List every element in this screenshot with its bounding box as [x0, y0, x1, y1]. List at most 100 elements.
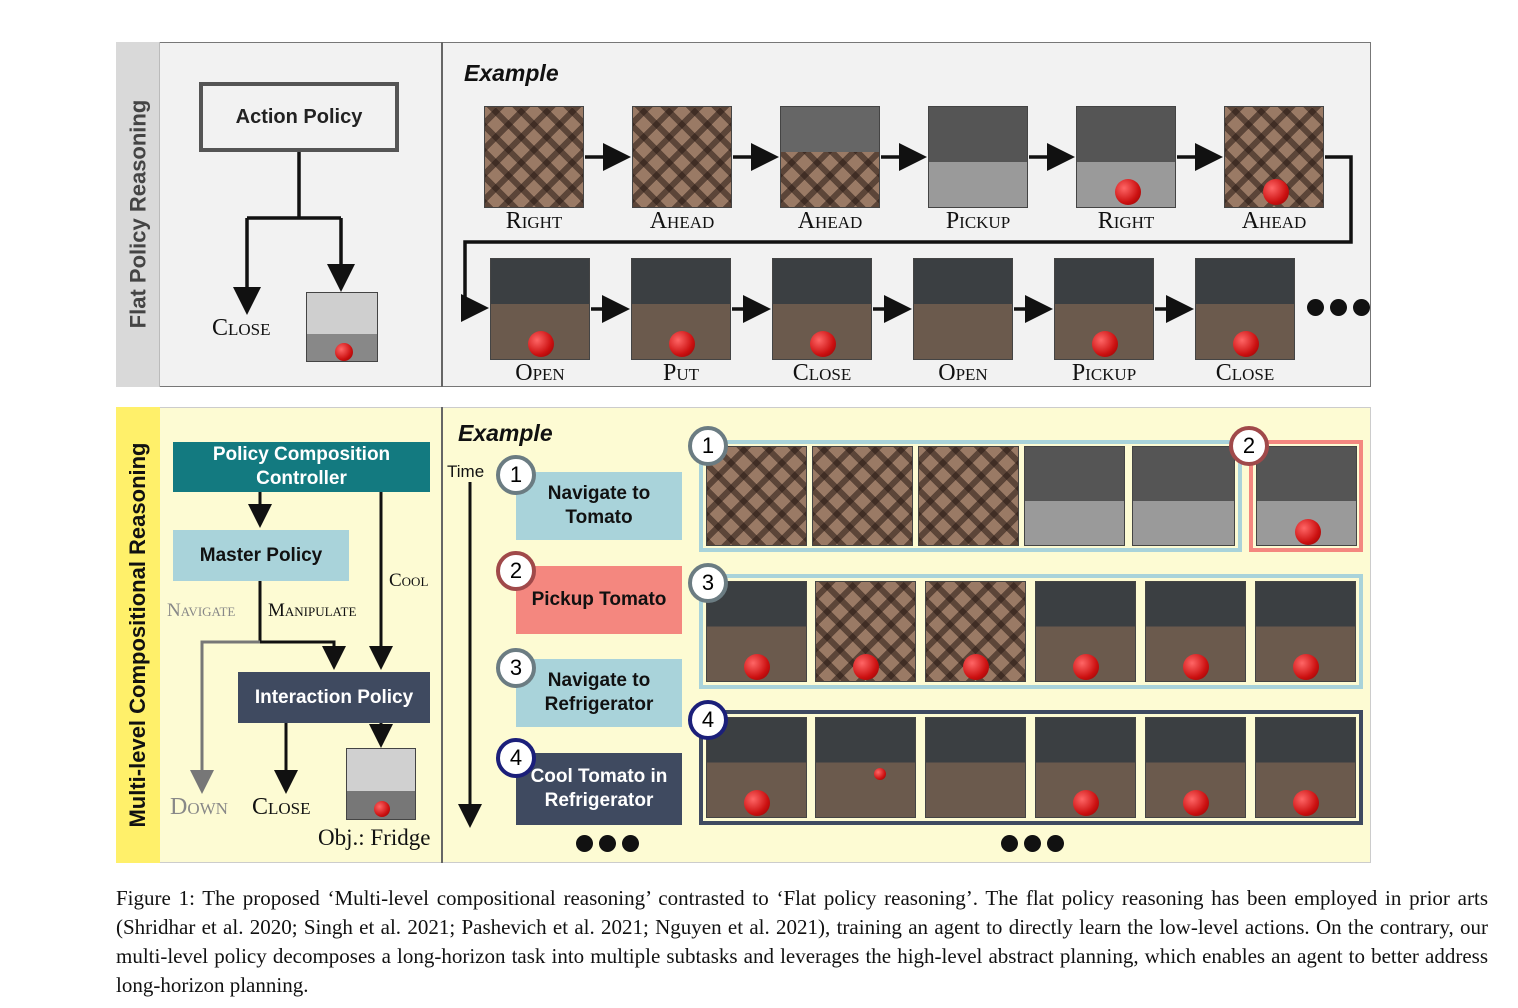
nav-frame-2 [812, 446, 913, 546]
tomato-icon [744, 790, 770, 816]
tomato-icon [1233, 331, 1259, 357]
flat-action-1: Right [505, 208, 563, 234]
multi-level-side-bar: Multi-level Compositional Reasoning [116, 407, 160, 863]
flat-frame-4 [928, 106, 1028, 208]
subtask-navigate-to-refrigerator: Navigate to Refrigerator [516, 659, 682, 727]
tomato-icon [669, 331, 695, 357]
flat-action-10: Open [938, 360, 988, 386]
object-label: Obj.: Fridge [318, 825, 431, 850]
subtask-pickup-tomato: Pickup Tomato [516, 566, 682, 634]
edge-label-manipulate: Manipulate [268, 600, 357, 621]
flat-action-9: Close [792, 360, 852, 386]
tomato-icon [374, 801, 390, 817]
flat-frame-2 [632, 106, 732, 208]
group-number-1: 1 [688, 426, 728, 466]
interaction-policy-box: Interaction Policy [238, 672, 430, 723]
subtask-navigate-to-tomato: Navigate to Tomato [516, 472, 682, 540]
tomato-icon [1183, 790, 1209, 816]
tomato-icon [1295, 519, 1321, 545]
frame-group-1 [699, 440, 1242, 552]
nav-frame-5 [1132, 446, 1235, 546]
refrigerator-nav-frame-6 [1255, 581, 1356, 682]
flat-action-3: Ahead [797, 208, 863, 234]
tomato-icon [810, 331, 836, 357]
flat-action-11: Pickup [1071, 360, 1137, 386]
frame-group-4 [699, 710, 1363, 825]
edge-label-navigate: Navigate [167, 600, 236, 621]
refrigerator-nav-frame-5 [1145, 581, 1246, 682]
group-number-3: 3 [688, 563, 728, 603]
cool-frame-6 [1255, 717, 1356, 818]
flat-frame-12 [1195, 258, 1295, 360]
flat-output-action: Close [212, 315, 271, 341]
tomato-icon [1073, 790, 1099, 816]
frame-group-3 [699, 574, 1363, 689]
edge-label-cool: Cool [389, 570, 429, 591]
flat-frame-10 [913, 258, 1013, 360]
tomato-icon [1092, 331, 1118, 357]
tomato-icon [1115, 179, 1141, 205]
pickup-frame-1 [1256, 446, 1357, 546]
flat-action-4: Pickup [945, 208, 1011, 234]
subtask-ellipsis-dots [576, 835, 639, 852]
tomato-icon [744, 654, 770, 680]
flat-frame-6 [1224, 106, 1324, 208]
subtask-number-4: 4 [496, 738, 536, 778]
flat-example-title: Example [464, 60, 559, 86]
tomato-icon [1293, 654, 1319, 680]
tomato-icon [963, 654, 989, 680]
tomato-icon [853, 654, 879, 680]
subtask-number-2: 2 [496, 551, 536, 591]
group-number-2: 2 [1229, 426, 1269, 466]
group-number-4: 4 [688, 700, 728, 740]
output-close: Close [252, 794, 311, 820]
tomato-icon [335, 343, 353, 361]
multi-example-title: Example [458, 420, 553, 446]
refrigerator-nav-frame-2 [815, 581, 916, 682]
flat-action-12: Close [1215, 360, 1275, 386]
time-label: Time [447, 462, 485, 481]
refrigerator-nav-frame-3 [925, 581, 1026, 682]
flat-action-2: Ahead [649, 208, 715, 234]
tomato-icon [1183, 654, 1209, 680]
cool-frame-2 [815, 717, 916, 818]
nav-frame-1 [706, 446, 807, 546]
subtask-cool-tomato: Cool Tomato in Refrigerator [516, 753, 682, 825]
cool-frame-4 [1035, 717, 1136, 818]
flat-frame-8 [631, 258, 731, 360]
flat-frame-1 [484, 106, 584, 208]
subtask-number-1: 1 [496, 455, 536, 495]
tomato-icon [528, 331, 554, 357]
master-policy-box: Master Policy [173, 530, 349, 581]
tomato-icon [1073, 654, 1099, 680]
cool-frame-1 [706, 717, 807, 818]
cool-frame-3 [925, 717, 1026, 818]
flat-frame-5 [1076, 106, 1176, 208]
flat-divider [441, 42, 443, 387]
policy-composition-controller-box: Policy Composition Controller [173, 442, 430, 492]
multi-divider [441, 407, 443, 863]
flat-frame-9 [772, 258, 872, 360]
flat-frame-3 [780, 106, 880, 208]
flat-action-5: Right [1097, 208, 1155, 234]
cool-frame-5 [1145, 717, 1246, 818]
nav-frame-4 [1024, 446, 1125, 546]
flat-output-thumbnail [306, 292, 378, 362]
flat-ellipsis-dots [1307, 299, 1370, 316]
flat-frame-11 [1054, 258, 1154, 360]
fridge-thumbnail [346, 748, 416, 820]
subtask-number-3: 3 [496, 648, 536, 688]
tomato-icon [1293, 790, 1319, 816]
tomato-icon [1263, 179, 1289, 205]
frame-group-2 [1249, 440, 1363, 552]
output-down: Down [170, 794, 228, 820]
flat-action-8: Put [662, 360, 699, 386]
action-policy-box: Action Policy [199, 82, 399, 152]
flat-frame-7 [490, 258, 590, 360]
frames-ellipsis-dots [1001, 835, 1064, 852]
flat-action-7: Open [515, 360, 565, 386]
tomato-icon [874, 768, 886, 780]
nav-frame-3 [918, 446, 1019, 546]
refrigerator-nav-frame-1 [706, 581, 807, 682]
